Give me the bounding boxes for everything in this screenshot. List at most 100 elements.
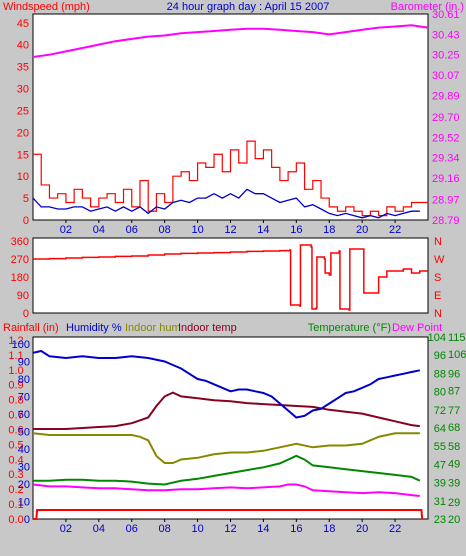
wind-x-tick-label: 22 xyxy=(389,224,401,236)
temp-alt-y-tick-label: 96 xyxy=(434,350,446,362)
humidity-y-tick-label: 0 xyxy=(24,514,30,526)
temp-alt-y-tick-label: 64 xyxy=(434,423,446,435)
humidity-line xyxy=(32,349,421,419)
wind-direction-line xyxy=(33,244,428,311)
direction-y-tick-label: 180 xyxy=(11,272,29,284)
direction-y-tick-label: 0 xyxy=(23,308,29,320)
env-axes: 0.0 0.1 0.2 0.3 0.4 0.5 0.6 0.7 0.8 0.9 1.0 1.1 1.2 0… xyxy=(8,332,466,535)
rain-y-tick-label: 0.3 xyxy=(8,469,23,481)
wind-baro-axes: 0 5 10 15 20 25 30 35 40 45 28.79 28.97 29.16 29.34 29… xyxy=(17,9,460,236)
humidity-y-tick-label: 50 xyxy=(18,427,30,439)
baro-y-tick-label: 28.97 xyxy=(432,195,460,207)
env-series xyxy=(32,349,424,520)
env-x-tick-label: 14 xyxy=(257,523,269,535)
wind-y-tick-label: 15 xyxy=(17,149,29,161)
humidity-y-tick-label: 20 xyxy=(18,479,30,491)
rain-y-tick-label: 0.5 xyxy=(8,439,23,451)
dew-point-line xyxy=(32,483,420,497)
wind-average-line xyxy=(32,188,420,219)
wind-x-tick-label: 14 xyxy=(257,224,269,236)
temp-alt-y-tick-label: 88 xyxy=(434,368,446,380)
rain-y-tick-label: 1.2 xyxy=(8,335,23,347)
temp-y-tick-label: 39 xyxy=(448,478,460,490)
barometer-line xyxy=(32,24,429,58)
compass-tick-label: N xyxy=(434,236,442,248)
indoor-hum-axis-label: Indoor hum xyxy=(125,322,181,334)
compass-tick-label: E xyxy=(434,290,441,302)
temp-y-tick-label: 49 xyxy=(448,458,460,470)
temp-y-tick-label: 68 xyxy=(448,422,460,434)
temp-alt-y-tick-label: 55 xyxy=(434,441,446,453)
baro-y-tick-label: 29.70 xyxy=(432,112,460,124)
temp-y-tick-label: 106 xyxy=(448,349,466,361)
baro-y-tick-label: 30.07 xyxy=(432,70,460,82)
wind-baro-plot-area xyxy=(32,13,429,221)
wind-x-tick-label: 02 xyxy=(60,224,72,236)
compass-tick-label: W xyxy=(434,254,445,266)
temp-y-tick-label: 115 xyxy=(448,332,466,344)
wind-y-tick-label: 10 xyxy=(17,171,29,183)
baro-axis-label: Barometer (in.) xyxy=(391,1,464,13)
humidity-axis-label: Humidity % xyxy=(66,322,122,334)
rain-y-tick-label: 0.6 xyxy=(8,424,23,436)
compass-tick-label: N xyxy=(434,308,442,320)
humidity-y-tick-label: 90 xyxy=(18,357,30,369)
wind-x-tick-label: 06 xyxy=(126,224,138,236)
dewpoint-axis-label: Dew Point xyxy=(392,322,442,334)
humidity-y-tick-label: 30 xyxy=(18,462,30,474)
wind-x-tick-label: 16 xyxy=(290,224,302,236)
rain-y-tick-label: 0.7 xyxy=(8,410,23,422)
env-x-tick-label: 20 xyxy=(356,523,368,535)
rainfall-axis-label: Rainfall (in) xyxy=(3,322,59,334)
env-x-tick-label: 04 xyxy=(93,523,105,535)
chart-title: 24 hour graph day : April 15 2007 xyxy=(167,1,330,13)
indoor-temp-line xyxy=(33,391,420,430)
direction-plot-area xyxy=(32,237,429,314)
rain-y-tick-label: 1.1 xyxy=(8,350,23,362)
temp-y-tick-label: 58 xyxy=(448,441,460,453)
humidity-y-tick-label: 40 xyxy=(18,444,30,456)
baro-y-tick-label: 30.61 xyxy=(432,9,460,21)
env-x-tick-label: 12 xyxy=(224,523,236,535)
wind-y-tick-label: 5 xyxy=(23,193,29,205)
env-x-tick-label: 22 xyxy=(389,523,401,535)
rain-y-tick-label: 0.4 xyxy=(8,454,23,466)
wind-y-tick-label: 35 xyxy=(17,62,29,74)
rain-y-tick-label: 0.1 xyxy=(8,499,23,511)
temp-alt-y-tick-label: 31 xyxy=(434,496,446,508)
temp-y-tick-label: 29 xyxy=(448,497,460,509)
wind-y-tick-label: 20 xyxy=(17,127,29,139)
indoor-hum-line xyxy=(32,432,420,464)
wind-y-tick-label: 0 xyxy=(23,215,29,227)
temp-y-tick-label: 96 xyxy=(448,368,460,380)
temperature-axis-label: Temperature (°F) xyxy=(308,322,391,334)
wind-gust-line xyxy=(33,140,428,217)
temp-alt-y-tick-label: 72 xyxy=(434,405,446,417)
baro-y-tick-label: 29.34 xyxy=(432,153,460,165)
env-x-tick-label: 02 xyxy=(60,523,72,535)
temp-y-tick-label: 87 xyxy=(448,386,460,398)
humidity-y-tick-label: 10 xyxy=(18,497,30,509)
env-x-tick-label: 16 xyxy=(290,523,302,535)
baro-y-tick-label: 29.89 xyxy=(432,90,460,102)
wind-x-tick-label: 18 xyxy=(323,224,335,236)
baro-y-tick-label: 29.16 xyxy=(432,173,460,185)
compass-tick-label: S xyxy=(434,272,441,284)
wind-y-tick-label: 40 xyxy=(17,40,29,52)
rain-y-tick-label: 0.8 xyxy=(8,395,23,407)
humidity-y-tick-label: 100 xyxy=(12,339,30,351)
wind-x-tick-label: 10 xyxy=(191,224,203,236)
direction-y-tick-label: 270 xyxy=(11,254,29,266)
temp-alt-y-tick-label: 47 xyxy=(434,459,446,471)
baro-y-tick-label: 29.52 xyxy=(432,132,460,144)
wind-x-tick-label: 12 xyxy=(224,224,236,236)
direction-y-tick-label: 90 xyxy=(17,290,29,302)
baro-y-tick-label: 28.79 xyxy=(432,215,460,227)
rain-y-tick-label: 0.0 xyxy=(8,514,23,526)
temp-alt-y-tick-label: 104 xyxy=(428,332,446,344)
rainfall-line xyxy=(33,509,424,520)
wind-baro-series xyxy=(32,24,429,219)
wind-y-tick-label: 45 xyxy=(17,18,29,30)
